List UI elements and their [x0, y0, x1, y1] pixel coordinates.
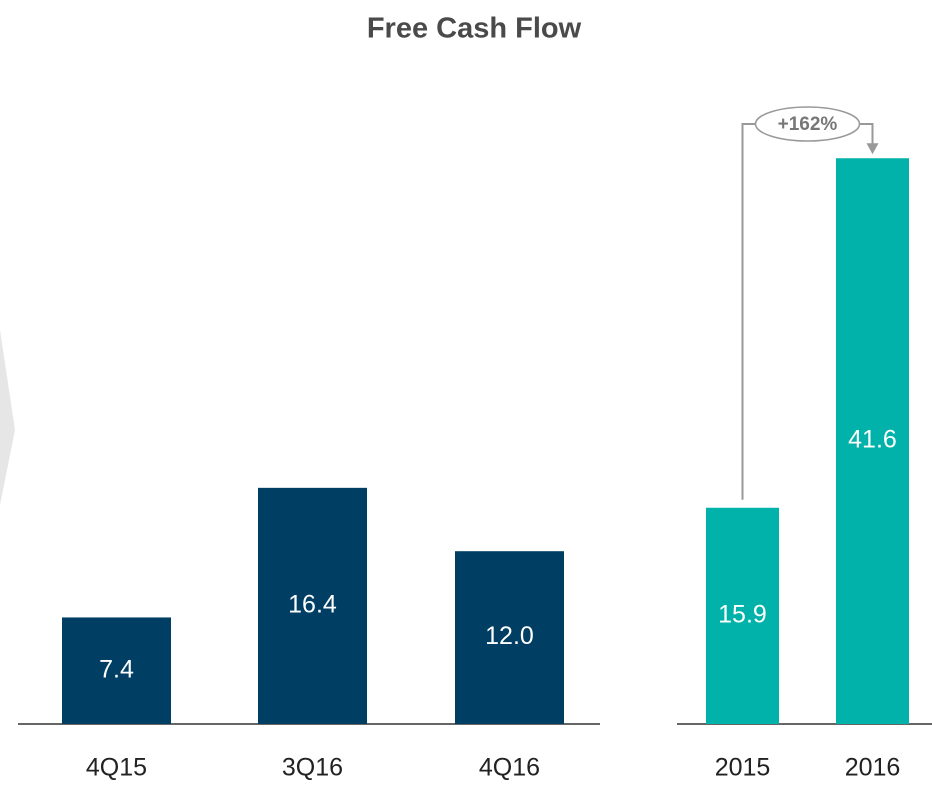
- annotation-bubble: [754, 106, 861, 142]
- arrow-head: [866, 143, 879, 155]
- chevron: [0, 330, 15, 505]
- bar: [455, 551, 564, 724]
- value-label: 41.6: [848, 426, 897, 454]
- x-tick-label: 4Q16: [479, 754, 540, 782]
- bar: [706, 507, 779, 724]
- x-tick-label: 2016: [845, 754, 901, 782]
- bar: [258, 487, 367, 724]
- value-label: 12.0: [485, 622, 534, 650]
- bar: [836, 158, 909, 725]
- bar: [62, 617, 171, 724]
- value-label: 7.4: [99, 655, 134, 683]
- value-label: 16.4: [288, 591, 337, 619]
- annotation: +162%: [778, 114, 838, 135]
- x-tick-label: 2015: [715, 754, 771, 782]
- x-tick-label: 3Q16: [282, 754, 343, 782]
- x-tick-label: 4Q15: [86, 754, 147, 782]
- chart-title: Free Cash Flow: [367, 13, 582, 45]
- value-label: 15.9: [718, 600, 767, 628]
